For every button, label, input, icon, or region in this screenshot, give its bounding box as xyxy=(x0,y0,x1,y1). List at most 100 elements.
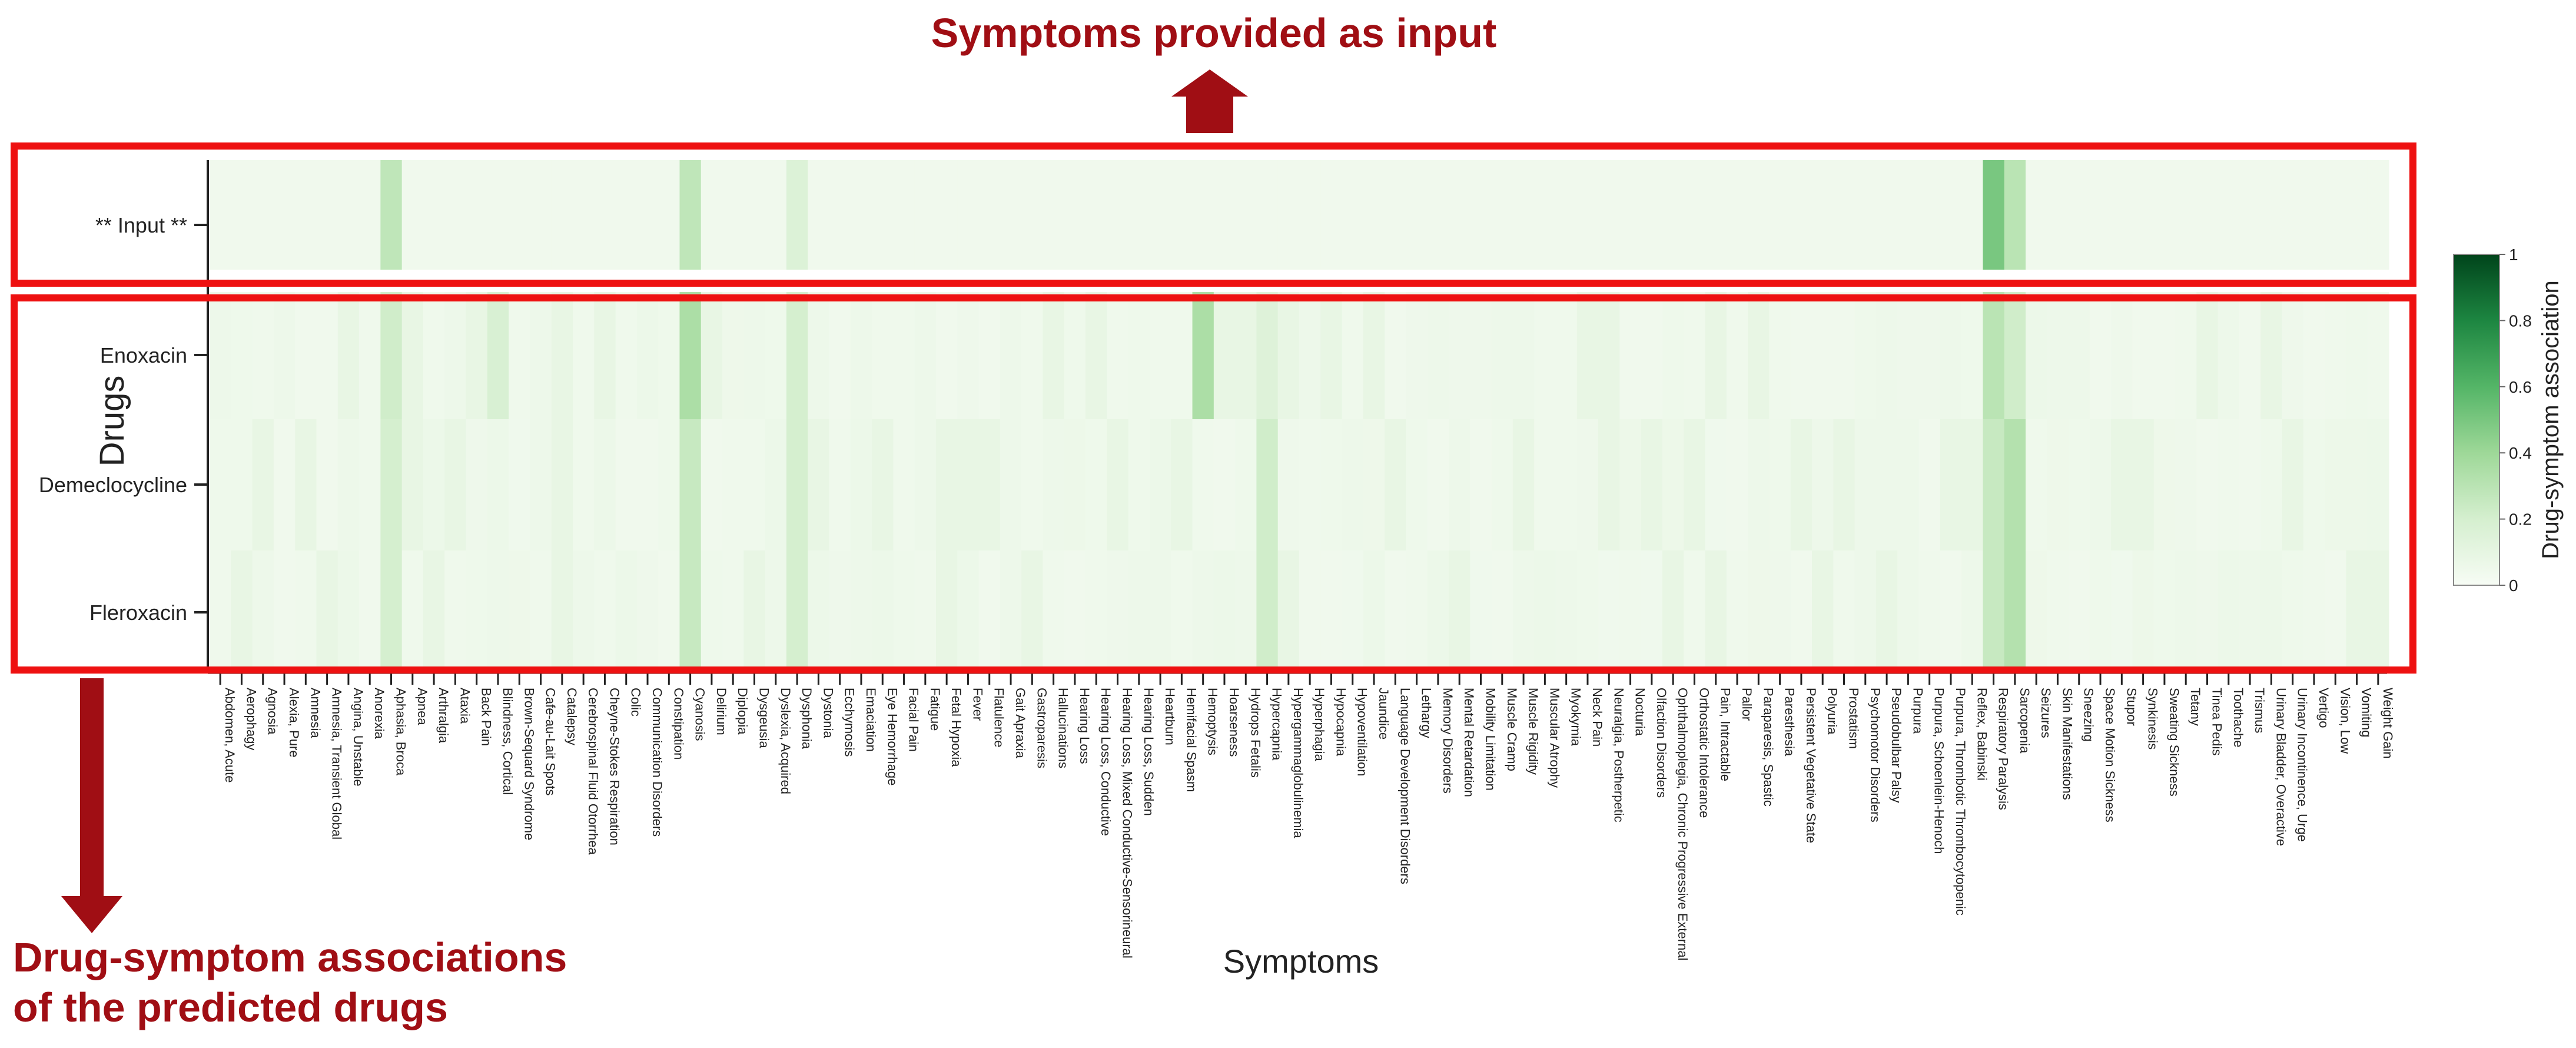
heatmap-cell xyxy=(936,550,958,673)
heatmap-cell xyxy=(1940,160,1962,270)
heatmap-cell xyxy=(1470,419,1492,550)
heatmap-cell xyxy=(1705,160,1727,270)
heatmap-cell xyxy=(487,550,509,673)
heatmap-cell xyxy=(2303,292,2325,419)
heatmap-cell xyxy=(1128,292,1150,419)
heatmap-cell xyxy=(850,160,872,270)
heatmap-cell xyxy=(2047,419,2069,550)
heatmap-cell xyxy=(2282,550,2304,673)
heatmap-cell xyxy=(1427,419,1449,550)
heatmap-cell xyxy=(679,160,702,270)
heatmap-cell xyxy=(2132,160,2155,270)
heatmap-cell xyxy=(2068,292,2090,419)
heatmap-cell xyxy=(1684,160,1706,270)
heatmap-cell xyxy=(2239,292,2261,419)
heatmap-cell xyxy=(2260,160,2283,270)
x-tick-label: Dystonia xyxy=(821,688,835,738)
heatmap-cell xyxy=(1854,550,1877,673)
heatmap-cell xyxy=(1961,292,1984,419)
x-tick-label: Seizures xyxy=(2039,688,2053,738)
heatmap-cell xyxy=(2132,292,2155,419)
heatmap-cell xyxy=(337,160,360,270)
x-tick-label: Prostatism xyxy=(1847,688,1861,749)
heatmap-cell xyxy=(316,292,338,419)
heatmap-cell xyxy=(2153,419,2176,550)
heatmap-cell xyxy=(1983,292,2005,419)
heatmap-cell xyxy=(1512,550,1535,673)
heatmap-cell xyxy=(1897,550,1920,673)
heatmap-cell xyxy=(2282,292,2304,419)
colorbar-tick-label: 1 xyxy=(2509,246,2518,264)
heatmap-cell xyxy=(1512,160,1535,270)
heatmap-cell xyxy=(914,292,937,419)
heatmap-cell xyxy=(509,160,531,270)
heatmap-cell xyxy=(337,550,360,673)
heatmap-cell xyxy=(2026,292,2047,419)
heatmap-cell xyxy=(2325,419,2347,550)
heatmap-cell xyxy=(1512,292,1535,419)
heatmap-cell xyxy=(1128,419,1150,550)
heatmap-cell xyxy=(594,550,616,673)
heatmap-cell xyxy=(1512,419,1535,550)
heatmap-cell xyxy=(2239,550,2261,673)
heatmap-cell xyxy=(636,160,659,270)
heatmap-cell xyxy=(1342,550,1364,673)
heatmap-cell xyxy=(1897,419,1920,550)
heatmap-cell xyxy=(2089,550,2112,673)
heatmap-cell xyxy=(1256,160,1279,270)
heatmap-cell xyxy=(1277,160,1300,270)
y-ticks: ** Input ** Enoxacin Demeclocycline Fleroxa… xyxy=(39,213,208,625)
heatmap-cell xyxy=(401,292,424,419)
x-tick-label: Urinary Incontinence, Urge xyxy=(2295,688,2310,842)
input-highlight-box xyxy=(11,142,2416,287)
heatmap-cell xyxy=(1363,160,1385,270)
heatmap-cell xyxy=(615,292,638,419)
heatmap-cell xyxy=(1662,550,1684,673)
x-tick-label: Fetal Hypoxia xyxy=(949,688,964,767)
heatmap-cell xyxy=(1235,550,1257,673)
heatmap-cell xyxy=(679,292,702,419)
x-tick-label: Eye Hemorrhage xyxy=(885,688,899,785)
heatmap-cell xyxy=(380,550,403,673)
heatmap-cell xyxy=(359,292,381,419)
heatmap-cell xyxy=(380,419,403,550)
heatmap-cell xyxy=(1705,419,1727,550)
x-tick-label: Urinary Bladder, Overactive xyxy=(2273,688,2288,846)
heatmap-cell xyxy=(1192,550,1214,673)
heatmap-cell xyxy=(2047,550,2069,673)
heatmap-cell xyxy=(1790,160,1813,270)
heatmap-cell xyxy=(1449,419,1470,550)
heatmap-cell xyxy=(509,419,531,550)
heatmap-cell xyxy=(210,292,231,419)
heatmap-cell xyxy=(1790,419,1813,550)
colorbar-tick-label: 0.8 xyxy=(2509,311,2532,330)
x-tick-label: Muscular Atrophy xyxy=(1547,688,1562,788)
heatmap-cell xyxy=(914,419,937,550)
heatmap-cell xyxy=(2111,160,2133,270)
heatmap-cell xyxy=(1684,419,1706,550)
x-tick-label: Constipation xyxy=(671,688,686,760)
heatmap-cell xyxy=(1555,419,1578,550)
heatmap-cell xyxy=(2175,550,2197,673)
x-tick-label: Gait Apraxia xyxy=(1013,688,1028,759)
y-tick-label: ** Input ** xyxy=(95,213,187,237)
heatmap-cell xyxy=(1342,292,1364,419)
heatmap-cell xyxy=(1043,292,1065,419)
heatmap-cell xyxy=(636,292,659,419)
heatmap-cell xyxy=(2068,550,2090,673)
heatmap-cell xyxy=(1385,419,1407,550)
heatmap-cell xyxy=(2367,292,2389,419)
heatmap-cell xyxy=(2132,550,2155,673)
heatmap-cell xyxy=(1961,160,1984,270)
x-tick-label: Lethargy xyxy=(1419,688,1434,738)
heatmap-cell xyxy=(1128,550,1150,673)
x-tick-label: Vomiting xyxy=(2359,688,2374,737)
heatmap-cell xyxy=(1790,550,1813,673)
heatmap-cell xyxy=(658,550,680,673)
x-tick-label: Hemifacial Spasm xyxy=(1184,688,1199,792)
heatmap-cell xyxy=(1171,292,1193,419)
x-tick-label: Catalepsy xyxy=(565,688,579,745)
heatmap-cell xyxy=(2153,160,2176,270)
heatmap-cell xyxy=(2303,550,2325,673)
